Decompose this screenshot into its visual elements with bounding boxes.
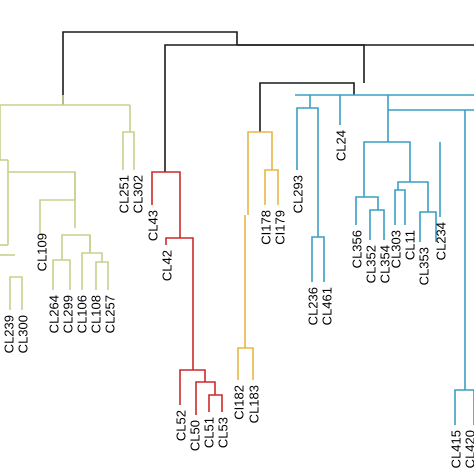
orange-branch [264, 169, 279, 205]
orange-branch [237, 347, 254, 380]
inner-branch [164, 44, 365, 172]
leaf-label-cl356: CL356 [349, 230, 364, 268]
leaf-label-cl42: CL42 [159, 250, 174, 281]
leaf-label-cl108: CL108 [88, 295, 103, 333]
leaf-label-cl353: CL353 [416, 247, 431, 285]
red-branch [179, 369, 206, 405]
red-branch [151, 171, 181, 238]
teal-branch [387, 109, 474, 142]
root-branch [62, 31, 238, 105]
leaf-label-cl239: CL239 [1, 315, 16, 353]
teal-branch [355, 196, 379, 225]
leaf-label-cl234: CL234 [433, 222, 448, 260]
leaf-label-ci182: CI182 [231, 385, 246, 420]
olive-branch [61, 234, 91, 260]
leaf-label-ci179: CI179 [272, 210, 287, 245]
leaf-label-cl293: CL293 [290, 175, 305, 213]
olive-branch [39, 199, 76, 235]
olive-branch [9, 276, 23, 310]
leaf-label-cl106: CL106 [74, 295, 89, 333]
dendrogram-leaf-labels: CL239 CL300 CL109 CL264 CL299 CL106 CL108 CL257… [1, 130, 474, 468]
teal-branch [454, 389, 474, 425]
olive-branch [95, 261, 109, 290]
teal-branch [397, 181, 429, 212]
leaf-label-cl53: CL53 [215, 417, 230, 448]
olive-branch [81, 252, 103, 262]
orange-branch [247, 131, 273, 215]
dendrogram-branches [0, 31, 474, 425]
leaf-label-cl354: CL354 [377, 245, 392, 283]
leaf-label-cl183: CL183 [246, 385, 261, 423]
leaf-label-cl11: CL11 [402, 230, 417, 260]
teal-branch [369, 209, 385, 240]
olive-branch [52, 259, 71, 290]
leaf-label-cl264: CL264 [46, 295, 61, 333]
leaf-label-cl24: CL24 [333, 130, 348, 161]
leaf-label-cl52: CL52 [173, 410, 188, 441]
teal-branch [363, 141, 411, 197]
teal-branch [394, 189, 406, 225]
leaf-label-cl461: CL461 [319, 287, 334, 325]
red-branch [208, 394, 223, 412]
leaf-label-cl420: CL420 [462, 430, 474, 468]
leaf-label-cl236: CL236 [305, 287, 320, 325]
leaf-label-cl257: CL257 [102, 295, 117, 333]
teal-branch [296, 107, 319, 237]
teal-branch [311, 236, 325, 282]
leaf-label-ci178: CI178 [258, 210, 273, 245]
leaf-label-cl251: CL251 [116, 175, 131, 213]
leaf-label-cl51: CL51 [201, 417, 216, 448]
leaf-label-cl352: CL352 [363, 245, 378, 283]
leaf-label-cl300: CL300 [15, 315, 30, 353]
olive-branch [122, 131, 135, 170]
red-branch [165, 237, 194, 370]
leaf-label-cl303: CL303 [388, 230, 403, 268]
leaf-label-cl415: CL415 [448, 430, 463, 468]
leaf-label-cl299: CL299 [60, 295, 75, 333]
leaf-label-cl43: CL43 [145, 210, 160, 241]
inner-branch [259, 82, 355, 132]
leaf-label-cl302: CL302 [130, 175, 145, 213]
leaf-label-cl50: CL50 [187, 420, 202, 451]
red-branch [195, 381, 216, 395]
leaf-label-cl109: CL109 [34, 233, 49, 271]
teal-branch [419, 211, 437, 242]
